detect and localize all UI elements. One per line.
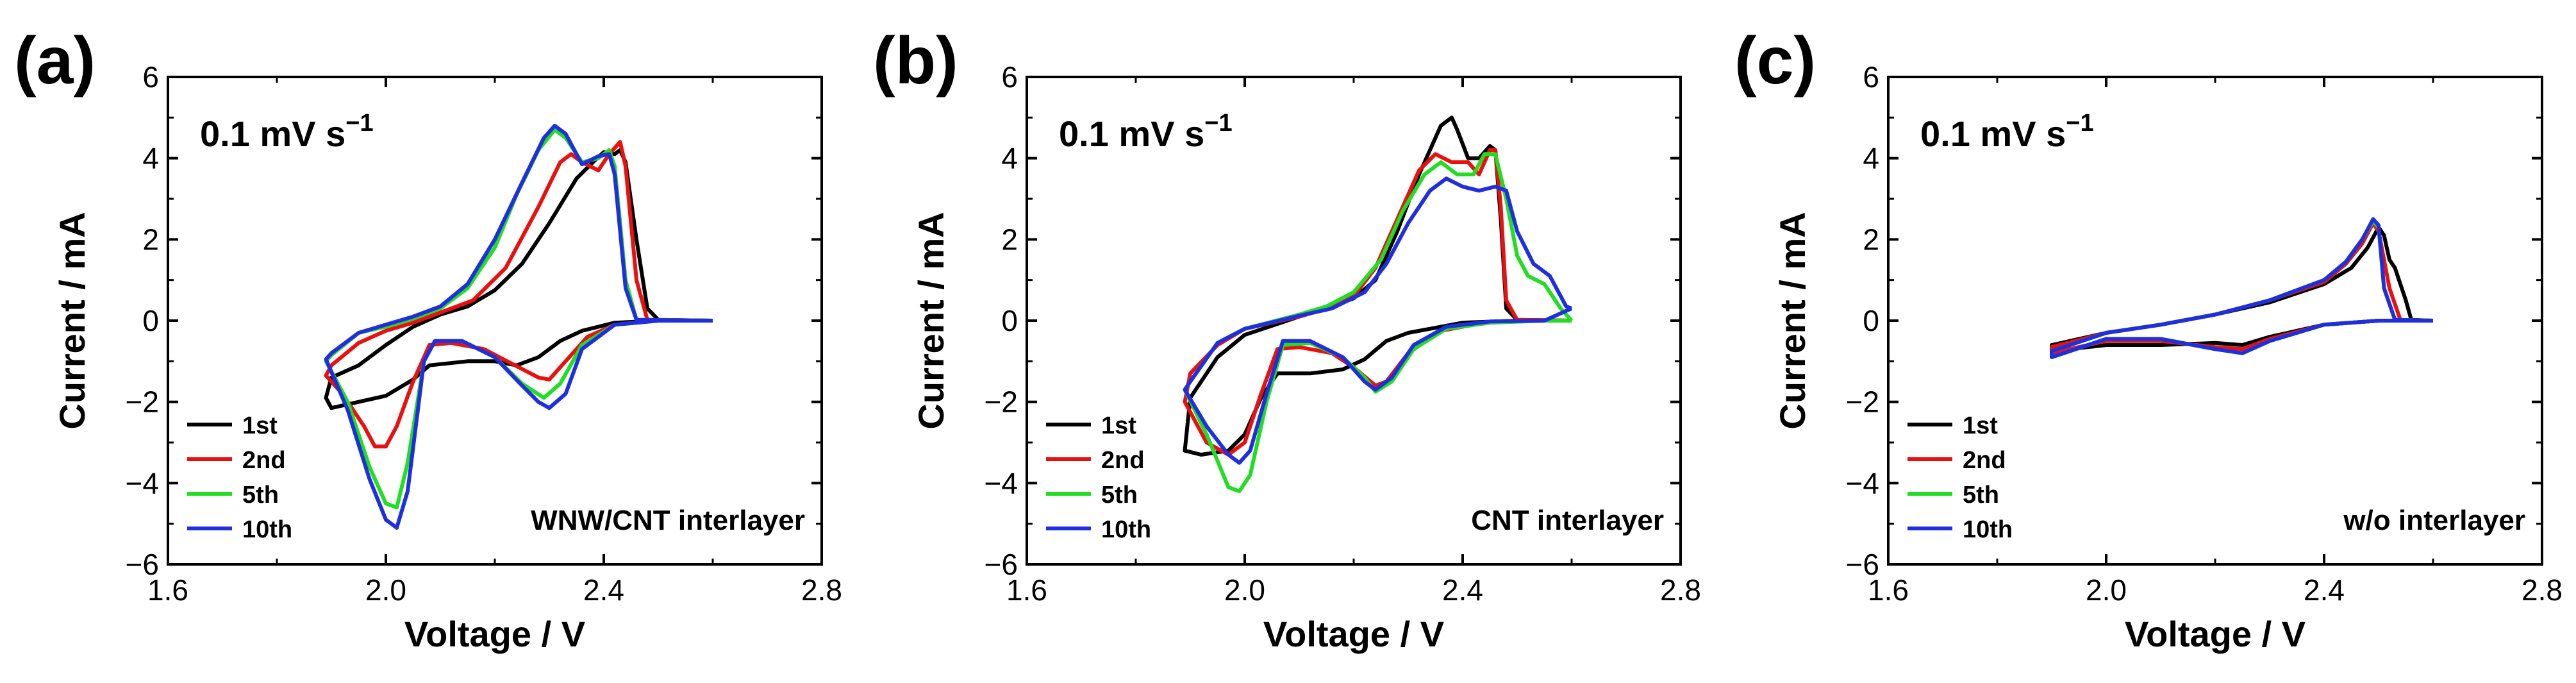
y-tick-label: 6: [1001, 60, 1018, 94]
panel-label: (c): [1734, 24, 1816, 98]
y-tick-label: −2: [985, 385, 1018, 419]
panel-1: (a) −6 −4 −2 0 2 4 6 1.6 2.0 2.4 2.8 Voltage / V Curr…: [14, 24, 842, 654]
scan-rate-exponent: −1: [2066, 110, 2093, 137]
y-tick-label: 4: [1863, 142, 1879, 175]
scan-rate-exponent: −1: [1204, 110, 1232, 137]
legend-label-1st: 1st: [1101, 412, 1136, 439]
y-tick-label: −2: [1846, 385, 1879, 419]
x-tick-label: 2.8: [1660, 573, 1701, 607]
y-tick-label: 2: [1001, 223, 1018, 256]
scan-rate-label: 0.1 mV s−1: [1059, 110, 1233, 154]
x-tick-label: 2.8: [2522, 573, 2563, 607]
scan-rate-value: 0.1 mV s: [1920, 114, 2066, 154]
series-1st-line: [1183, 115, 1572, 457]
series-10th-line: [1183, 176, 1573, 465]
x-tick-label: 2.4: [1442, 573, 1483, 607]
scan-rate-exponent: −1: [345, 110, 373, 137]
y-tick-label: 2: [142, 223, 159, 256]
legend-label-1st: 1st: [242, 412, 278, 439]
scan-rate-value: 0.1 mV s: [200, 114, 345, 154]
legend-label-1st: 1st: [1963, 412, 1998, 439]
panel-2: (b) −6 −4 −2 0 2 4 6 1.6 2.0 2.4 2.8 Voltage / V Curr…: [873, 24, 1701, 654]
series-5th-line: [2050, 219, 2434, 359]
y-tick-label: −4: [985, 466, 1018, 500]
y-tick-label: −6: [1846, 548, 1879, 581]
x-tick-label: 2.0: [1224, 573, 1265, 607]
legend-label-5th: 5th: [1963, 482, 1999, 509]
y-tick-label: −6: [126, 548, 159, 581]
x-axis-title: Voltage / V: [404, 614, 585, 654]
y-tick-label: 6: [142, 60, 159, 94]
legend-label-2nd: 2nd: [1963, 447, 2006, 474]
scan-rate-label: 0.1 mV s−1: [200, 110, 374, 154]
legend-label-5th: 5th: [1101, 482, 1138, 509]
series-group: [1183, 115, 1574, 493]
x-tick-label: 1.6: [1006, 573, 1047, 607]
plot-frame: [1026, 76, 1682, 566]
series-1st-line: [324, 148, 713, 410]
y-tick-label: 0: [142, 304, 159, 337]
legend-label-2nd: 2nd: [242, 447, 286, 474]
y-tick-label: 2: [1863, 223, 1879, 256]
sample-label: WNW/CNT interlayer: [531, 505, 805, 536]
y-tick-label: 0: [1863, 304, 1879, 337]
y-axis-title: Current / mA: [911, 212, 951, 429]
y-axis-title: Current / mA: [1772, 212, 1813, 429]
legend-label-10th: 10th: [242, 516, 292, 543]
x-tick-label: 2.8: [801, 573, 842, 607]
y-tick-label: −4: [1846, 466, 1879, 500]
plot-frame: [1887, 76, 2543, 566]
series-10th-line: [324, 124, 713, 530]
y-tick-label: −2: [126, 385, 159, 419]
series-group: [324, 124, 713, 530]
legend-label-10th: 10th: [1963, 516, 2013, 543]
panel-label: (a): [14, 24, 96, 98]
sample-label: CNT interlayer: [1471, 505, 1664, 536]
y-tick-label: 0: [1001, 304, 1018, 337]
x-axis-title: Voltage / V: [1263, 614, 1444, 654]
x-tick-label: 2.0: [365, 573, 406, 607]
x-tick-label: 1.6: [147, 573, 188, 607]
x-tick-label: 2.4: [2304, 573, 2345, 607]
y-tick-label: −6: [985, 548, 1018, 581]
series-10th-line: [2050, 217, 2434, 359]
scan-rate-label: 0.1 mV s−1: [1920, 110, 2094, 154]
x-axis-title: Voltage / V: [2125, 614, 2306, 654]
y-tick-label: −4: [126, 466, 159, 500]
x-tick-label: 2.4: [583, 573, 624, 607]
panel-3: (c) −6 −4 −2 0 2 4 6 1.6 2.0 2.4 2.8 Voltage / V Curr…: [1734, 24, 2563, 654]
series-2nd-line: [1183, 148, 1572, 457]
series-group: [2050, 217, 2434, 359]
sample-label: w/o interlayer: [2343, 505, 2525, 536]
panel-label: (b): [873, 24, 958, 98]
y-axis-title: Current / mA: [52, 212, 92, 429]
y-tick-label: 4: [142, 142, 159, 175]
scan-rate-value: 0.1 mV s: [1059, 114, 1204, 154]
y-tick-label: 4: [1001, 142, 1018, 175]
legend-label-10th: 10th: [1101, 516, 1151, 543]
x-tick-label: 1.6: [1868, 573, 1909, 607]
legend-label-2nd: 2nd: [1101, 447, 1145, 474]
legend-label-5th: 5th: [242, 482, 279, 509]
y-tick-label: 6: [1863, 60, 1879, 94]
plot-frame: [167, 76, 823, 566]
x-tick-label: 2.0: [2086, 573, 2127, 607]
